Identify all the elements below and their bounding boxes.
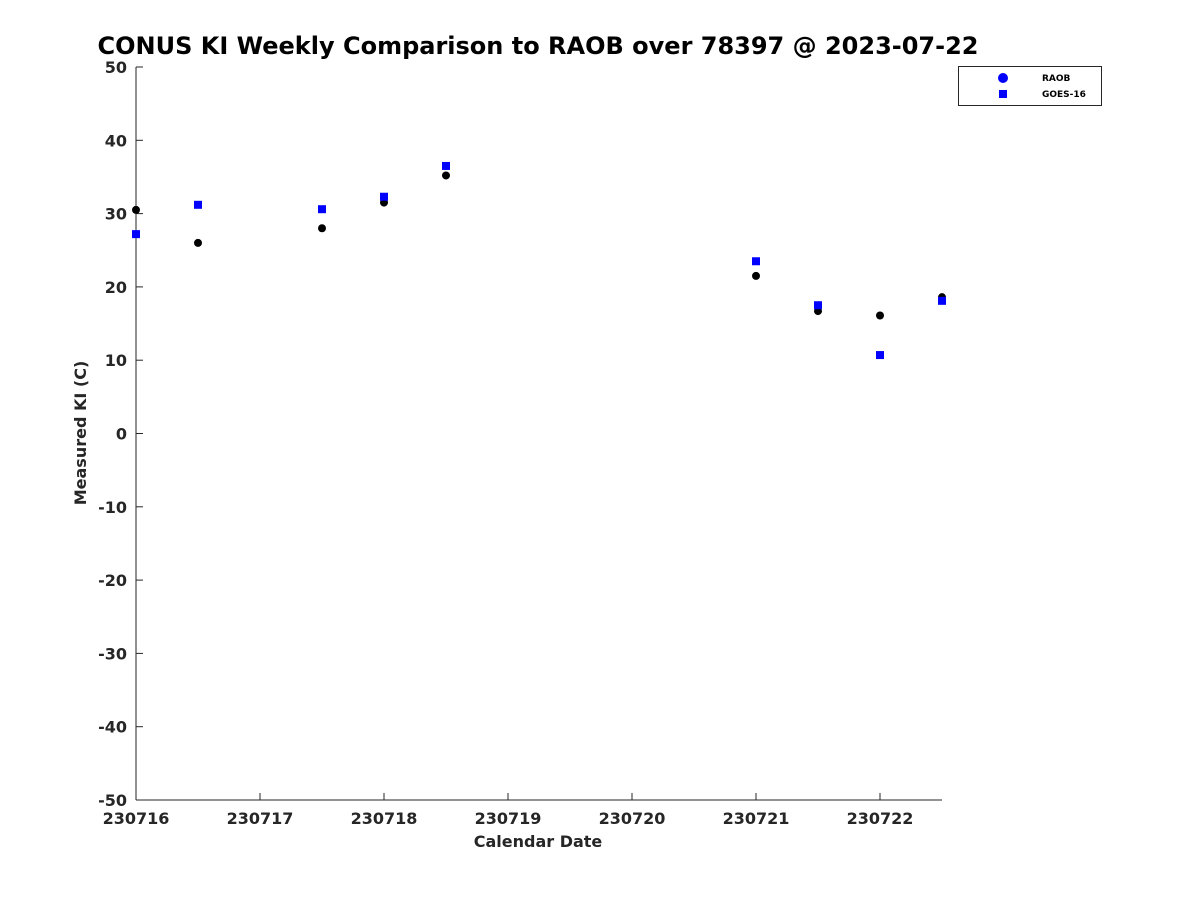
x-tick-label: 230721 — [723, 809, 790, 828]
goes-16-point — [752, 257, 760, 266]
y-tick-label: -20 — [98, 571, 127, 590]
x-tick-label: 230718 — [351, 809, 418, 828]
x-tick-label: 230719 — [475, 809, 542, 828]
x-tick-label: 230722 — [847, 809, 914, 828]
raob-point — [132, 205, 140, 214]
x-tick-label: 230717 — [227, 809, 294, 828]
x-tick-label: 230720 — [599, 809, 666, 828]
legend-raob-marker — [998, 73, 1008, 83]
legend-label-raob: RAOB — [1042, 74, 1071, 84]
goes-16-point — [876, 351, 884, 360]
y-tick-label: -30 — [98, 644, 127, 663]
chart-title: CONUS KI Weekly Comparison to RAOB over … — [98, 32, 979, 60]
goes-16-point — [132, 230, 140, 239]
legend: RAOB GOES-16 — [958, 66, 1102, 106]
y-tick-label: -40 — [98, 718, 127, 737]
y-tick-label: 0 — [116, 425, 127, 444]
raob-point — [752, 271, 760, 280]
goes-16-point — [442, 161, 450, 170]
x-ticks: 230716 230717 230718 230719 230720 230721 2307… — [103, 793, 914, 828]
raob-point — [442, 171, 450, 180]
raob-point — [318, 224, 326, 233]
data-points — [132, 161, 946, 360]
y-tick-label: 20 — [105, 278, 127, 297]
raob-point — [876, 311, 884, 320]
axes — [135, 67, 942, 801]
legend-goes-marker — [999, 90, 1007, 98]
legend-label-goes-16: GOES-16 — [1042, 90, 1086, 100]
goes-16-point — [814, 301, 822, 310]
y-tick-label: -10 — [98, 498, 127, 517]
y-tick-label: 10 — [105, 351, 127, 370]
y-axis-label: Measured KI (C) — [71, 361, 90, 506]
goes-16-point — [194, 200, 202, 209]
y-ticks: -50 -40 -30 -20 -10 0 10 20 30 40 50 — [98, 58, 143, 810]
y-tick-label: -50 — [98, 791, 127, 810]
y-tick-label: 50 — [105, 58, 127, 77]
y-tick-label: 40 — [105, 131, 127, 150]
legend-box — [958, 66, 1102, 106]
x-tick-label: 230716 — [103, 809, 170, 828]
goes-16-point — [318, 205, 326, 214]
x-axis-label: Calendar Date — [474, 832, 603, 851]
raob-point — [194, 238, 202, 247]
goes-16-point — [380, 192, 388, 201]
goes-16-point — [938, 296, 946, 305]
y-tick-label: 30 — [105, 205, 127, 224]
